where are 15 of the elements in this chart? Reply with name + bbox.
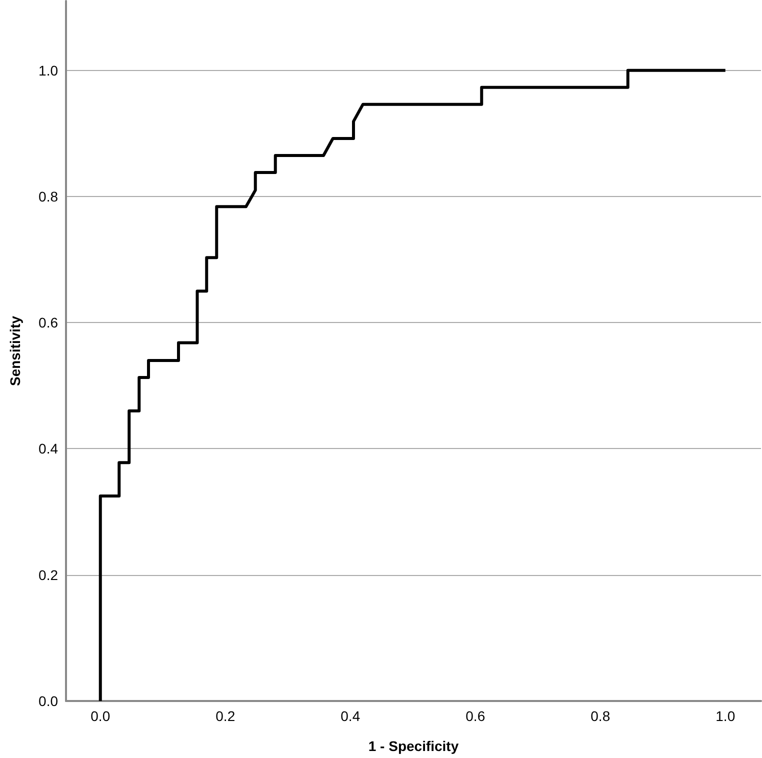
y-axis-title: Sensitivity <box>7 316 23 386</box>
x-tick-label: 0.0 <box>90 708 110 724</box>
y-tick-label: 0.2 <box>38 566 58 583</box>
line-series <box>98 68 727 702</box>
x-tick-label: 0.8 <box>590 708 610 724</box>
x-tick-label: 0.6 <box>466 708 486 724</box>
y-tick-label: 0.4 <box>38 440 58 457</box>
y-tick-label: 0.6 <box>38 314 58 331</box>
y-tick-label: 1.0 <box>38 62 58 78</box>
x-tick-label: 1.0 <box>716 708 736 724</box>
x-axis-title: 1 - Specificity <box>368 738 459 754</box>
x-tick-label: 0.4 <box>340 708 360 724</box>
x-tick-label: 0.2 <box>216 708 236 724</box>
y-tick-label: 0.0 <box>38 693 58 709</box>
y-tick-label: 0.8 <box>38 188 58 204</box>
